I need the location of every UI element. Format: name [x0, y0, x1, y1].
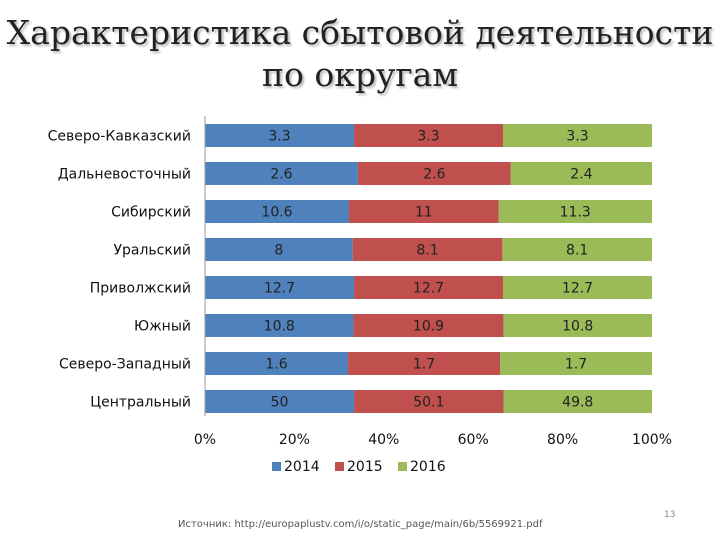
bar-segment-2015 [348, 352, 501, 375]
x-tick-label: 20% [279, 432, 310, 448]
source-note: Источник: http://europaplustv.com/i/o/st… [178, 519, 543, 530]
category-label: Уральский [113, 243, 191, 259]
data-label: 8.1 [566, 243, 588, 259]
category-label: Сибирский [111, 205, 191, 221]
bar-segment-2015 [349, 200, 499, 223]
bar-segment-2015 [352, 238, 503, 261]
category-label: Северо-Кавказский [48, 129, 191, 145]
data-label: 2.6 [270, 167, 292, 183]
x-tick-label: 100% [632, 432, 672, 448]
title-line-2: по округам [261, 55, 459, 94]
x-tick-label: 40% [368, 432, 399, 448]
category-label: Дальневосточный [58, 167, 191, 183]
bar-segment-2014 [205, 238, 353, 261]
category-label: Северо-Западный [59, 357, 191, 373]
data-label: 3.3 [417, 129, 439, 145]
x-tick-label: 80% [547, 432, 578, 448]
data-label: 10.8 [562, 319, 593, 335]
data-label: 3.3 [268, 129, 290, 145]
data-label: 1.7 [413, 357, 435, 373]
data-label: 8.1 [416, 243, 438, 259]
data-label: 11.3 [560, 205, 591, 221]
data-label: 10.9 [413, 319, 444, 335]
bar-segment-2014 [205, 390, 355, 413]
data-label: 8 [274, 243, 283, 259]
bar-segment-2016 [510, 162, 652, 185]
bar-segment-2016 [500, 352, 652, 375]
legend-swatch-2016 [398, 462, 407, 471]
bar-segment-2016 [502, 238, 652, 261]
data-label: 12.7 [413, 281, 444, 297]
slide-number: 13 [664, 510, 676, 520]
bar-segment-2015 [353, 314, 504, 337]
data-label: 10.6 [261, 205, 292, 221]
bar-segment-2014 [205, 276, 354, 299]
bar-segment-2014 [205, 352, 349, 375]
data-label: 50.1 [413, 395, 444, 411]
data-label: 12.7 [562, 281, 593, 297]
data-label: 1.6 [265, 357, 287, 373]
data-label: 49.8 [562, 395, 593, 411]
data-label: 10.8 [264, 319, 295, 335]
bar-segment-2015 [354, 124, 503, 147]
data-label: 50 [271, 395, 289, 411]
bar-segment-2014 [205, 162, 358, 185]
data-label: 11 [415, 205, 433, 221]
bar-segment-2014 [205, 124, 354, 147]
data-label: 2.6 [423, 167, 445, 183]
category-label: Приволжский [90, 281, 191, 297]
category-label: Центральный [90, 395, 191, 411]
title-line-1: Характеристика сбытовой деятельности [6, 13, 714, 52]
bar-segment-2016 [503, 276, 652, 299]
slide-title: Характеристика сбытовой деятельности по … [0, 12, 720, 96]
bar-segment-2016 [503, 390, 652, 413]
category-label: Южный [134, 319, 191, 335]
x-tick-label: 60% [458, 432, 489, 448]
legend-swatch-2015 [335, 462, 344, 471]
stacked-bar-chart: Северо-Кавказский 3.3 3.3 3.3 Дальневосточны… [48, 116, 672, 475]
legend-label: 2014 [284, 459, 320, 475]
legend-label: 2015 [347, 459, 383, 475]
bar-segment-2014 [205, 314, 354, 337]
data-label: 12.7 [264, 281, 295, 297]
data-label: 3.3 [566, 129, 588, 145]
bar-segment-2015 [354, 390, 504, 413]
bar-segment-2015 [357, 162, 511, 185]
bar-segment-2016 [498, 200, 652, 223]
bar-segment-2015 [354, 276, 503, 299]
x-tick-label: 0% [194, 432, 216, 448]
legend-swatch-2014 [272, 462, 281, 471]
bar-segment-2014 [205, 200, 350, 223]
data-label: 1.7 [565, 357, 587, 373]
legend-label: 2016 [410, 459, 446, 475]
bar-segment-2016 [503, 124, 652, 147]
data-label: 2.4 [570, 167, 592, 183]
bar-segment-2016 [503, 314, 652, 337]
